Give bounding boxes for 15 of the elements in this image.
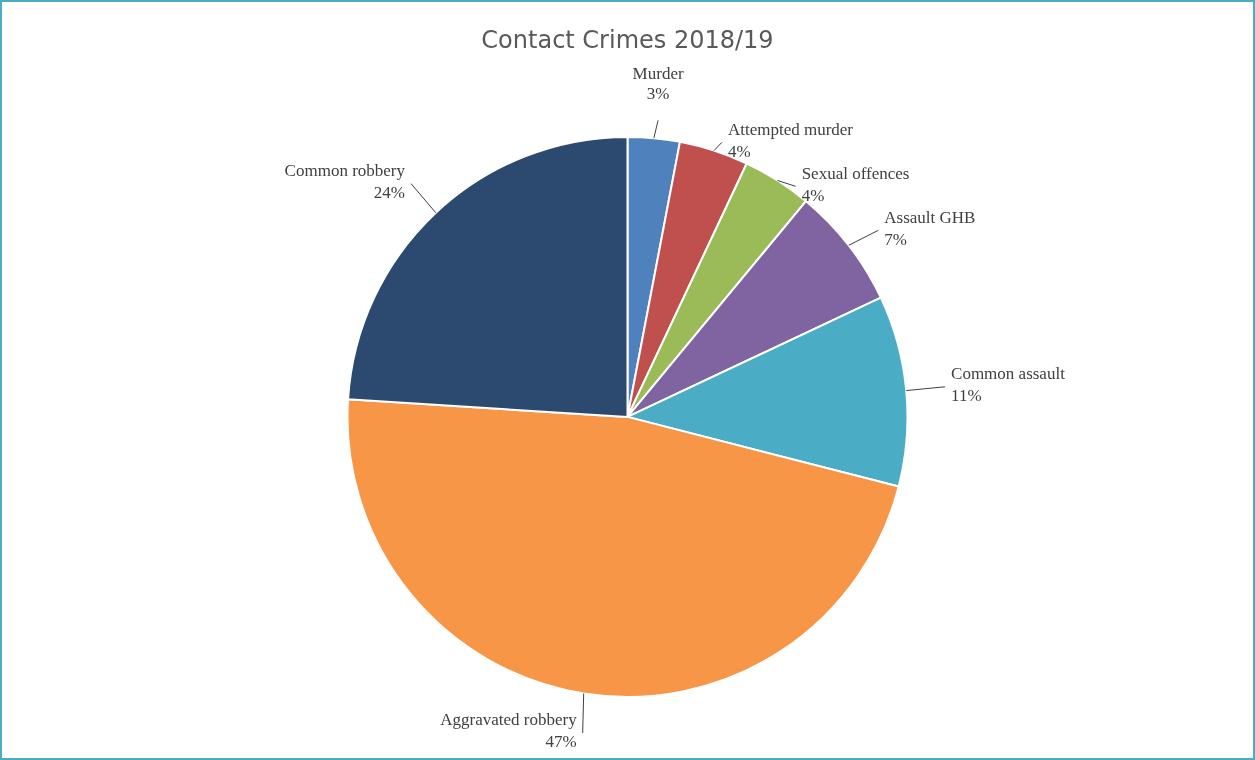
data-label: 4% (727, 141, 751, 161)
slice-label: Common robbery (284, 161, 406, 181)
slice-label: Assault GHB (884, 207, 976, 227)
slice-label: Common assault (951, 364, 1066, 384)
data-label: 4% (801, 185, 825, 205)
data-label: 47% (545, 732, 577, 752)
slice-label: Attempted murder (727, 119, 854, 139)
chart-title: Contact Crimes 2018/19 (481, 25, 774, 54)
slice-label: Sexual offences (801, 163, 910, 183)
data-label: 3% (646, 83, 670, 103)
slice-label: Aggravated robbery (440, 710, 578, 730)
data-label: 24% (373, 183, 406, 203)
slice-label: Murder (632, 63, 684, 83)
data-label: 7% (884, 229, 907, 249)
data-label: 11% (951, 386, 982, 406)
